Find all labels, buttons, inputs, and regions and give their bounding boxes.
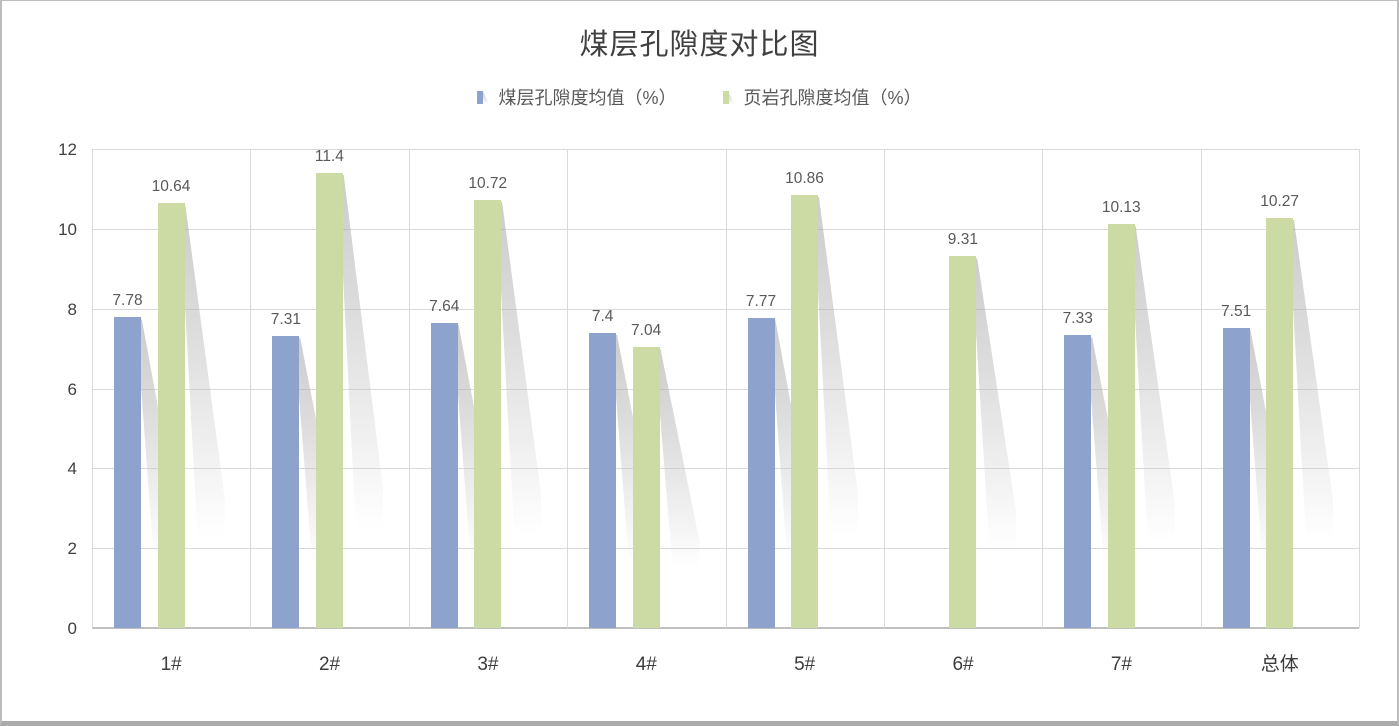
x-category-label: 3# — [477, 654, 499, 675]
legend-marker-coal — [477, 90, 489, 105]
x-category-label: 总体 — [1260, 654, 1299, 675]
value-label: 7.04 — [631, 321, 662, 339]
x-category-label: 5# — [794, 654, 816, 675]
bar-shadow — [654, 348, 700, 569]
legend: 煤层孔隙度均值（%） 页岩孔隙度均值（%） — [2, 84, 1397, 110]
gridline-vertical — [408, 149, 410, 628]
y-tick-label: 2 — [67, 539, 77, 559]
y-tick-label: 0 — [67, 619, 77, 638]
shale-bar-1# — [157, 203, 185, 628]
shale-bar-4# — [632, 346, 660, 628]
y-tick-label: 12 — [58, 140, 77, 159]
value-label: 7.33 — [1062, 310, 1093, 328]
gridline-vertical — [92, 149, 93, 628]
coal-bar-4# — [589, 332, 617, 628]
shale-bar-3# — [474, 200, 502, 628]
bar-shadow — [1129, 225, 1175, 542]
value-label: 7.31 — [270, 311, 301, 329]
coal-bar-1# — [114, 317, 141, 628]
legend-marker-shadow — [726, 91, 734, 104]
x-axis-line — [92, 627, 1359, 629]
shale-bar-总体 — [1266, 218, 1294, 628]
legend-marker-shale — [722, 90, 735, 105]
legend-label-coal: 煤层孔隙度均值（%） — [498, 88, 677, 108]
value-label: 10.64 — [151, 178, 191, 196]
gridline-vertical — [250, 149, 252, 628]
shale-bar-5# — [791, 194, 818, 628]
gridline-vertical — [725, 149, 727, 628]
value-label: 9.31 — [947, 231, 978, 249]
coal-bar-2# — [272, 336, 300, 628]
bar-shadow — [1288, 220, 1334, 540]
coal-bar-7# — [1064, 335, 1092, 628]
x-category-label: 1# — [160, 654, 182, 675]
gridline-vertical — [1042, 149, 1044, 628]
y-tick-label: 6 — [67, 379, 77, 399]
gridline-vertical — [1200, 149, 1202, 628]
coal-bar-3# — [430, 323, 458, 628]
gridline-vertical — [1359, 149, 1360, 628]
bar-shadow — [496, 202, 542, 536]
gridline-vertical — [567, 149, 569, 628]
legend-marker-shadow — [481, 91, 489, 104]
x-category-label: 7# — [1110, 654, 1132, 675]
value-label: 10.72 — [468, 175, 508, 193]
bar-shadow — [813, 196, 858, 535]
bar-shadow — [179, 205, 225, 537]
y-tick-label: 8 — [67, 299, 77, 319]
shale-bar-7# — [1107, 223, 1135, 628]
value-label: 7.51 — [1221, 303, 1252, 321]
coal-bar-5# — [747, 317, 775, 628]
x-category-label: 6# — [952, 654, 974, 675]
x-category-label: 2# — [318, 654, 341, 675]
value-label: 7.78 — [112, 292, 143, 310]
shale-bar-2# — [315, 172, 343, 628]
value-label: 10.13 — [1101, 198, 1141, 216]
value-label: 7.77 — [745, 292, 777, 310]
value-label: 10.86 — [785, 169, 824, 187]
value-label: 11.4 — [314, 147, 344, 165]
legend-label-shale: 页岩孔隙度均值（%） — [743, 88, 922, 108]
shale-bar-6# — [949, 256, 977, 628]
value-label: 10.27 — [1260, 193, 1300, 211]
chart-title: 煤层孔隙度对比图 — [579, 29, 820, 61]
coal-bar-总体 — [1222, 328, 1250, 628]
value-label: 7.4 — [591, 307, 614, 325]
y-tick-label: 10 — [58, 219, 77, 239]
bar-shadow — [971, 258, 1017, 549]
legend-item-shale: 页岩孔隙度均值（%） — [722, 84, 922, 110]
x-category-label: 4# — [635, 654, 657, 675]
gridline-vertical — [883, 149, 885, 628]
legend-item-coal: 煤层孔隙度均值（%） — [477, 84, 677, 110]
y-tick-label: 4 — [67, 459, 77, 479]
value-label: 7.64 — [429, 298, 460, 316]
